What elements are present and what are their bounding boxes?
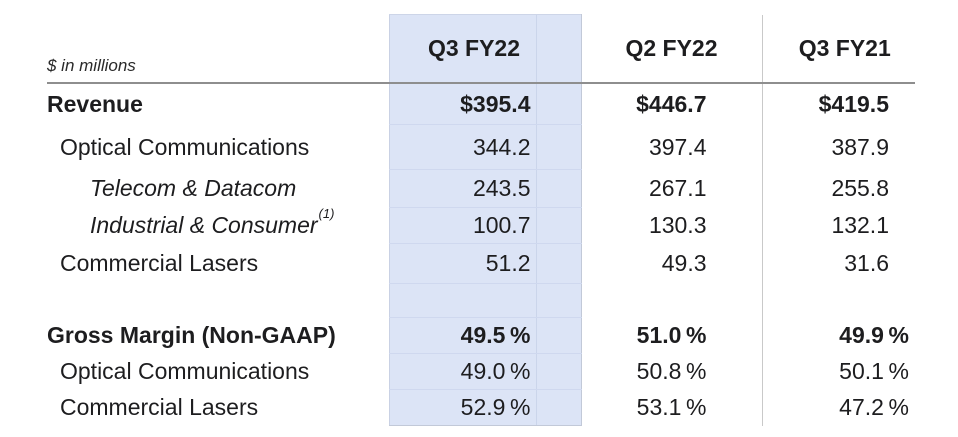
- cell-telecom-q3fy22: 243.5: [388, 169, 582, 208]
- footnote-marker: (1): [318, 205, 335, 221]
- results-table: $ in millions Q3 FY22 Q2 FY22 Q3 FY21 Re…: [47, 14, 915, 426]
- row-label: Telecom & Datacom: [90, 175, 297, 202]
- cell-industrial-q2fy22: 130.3: [648, 212, 707, 239]
- column-header-q3fy22: Q3 FY22: [388, 14, 582, 84]
- spacer-cell-q3fy21: [761, 283, 915, 318]
- cell-revenue-q3fy21: $419.5: [761, 83, 915, 125]
- row-label: Commercial Lasers: [60, 394, 259, 421]
- cell-gm-lasers-q3fy21: 47.2 %: [761, 389, 915, 426]
- cell-lasers-q3fy21: 31.6: [761, 243, 915, 284]
- cell-gm-optical-q3fy22: 49.0 %: [388, 353, 582, 390]
- column-header-q2fy22: Q2 FY22: [581, 14, 762, 84]
- cell-revenue-q3fy22: $395.4: [388, 83, 582, 125]
- row-revenue: Revenue $395.4 $446.7 $419.5: [47, 83, 915, 125]
- cell-gm-lasers-q2fy22: 53.1 %: [636, 394, 707, 421]
- row-optical-communications: Optical Communications 344.2 397.4 387.9: [47, 124, 915, 170]
- row-industrial-consumer: Industrial & Consumer(1) 100.7 130.3 132…: [47, 205, 915, 244]
- column-header-q3fy21: Q3 FY21: [761, 14, 915, 84]
- financial-results-page: $ in millions Q3 FY22 Q2 FY22 Q3 FY21 Re…: [0, 14, 958, 437]
- cell-optical-q3fy21: 387.9: [761, 124, 915, 170]
- cell-industrial-q3fy22: 100.7: [388, 207, 582, 244]
- row-label: Gross Margin (Non-GAAP): [47, 322, 336, 349]
- cell-telecom-q2fy22: 267.1: [648, 175, 707, 202]
- cell-gm-lasers-q3fy22: 52.9 %: [388, 389, 582, 426]
- cell-telecom-q3fy21: 255.8: [761, 169, 915, 208]
- units-note: $ in millions: [47, 56, 136, 76]
- cell-grossmargin-q2fy22: 51.0 %: [636, 322, 707, 349]
- cell-lasers-q2fy22: 49.3: [661, 250, 707, 277]
- row-gross-margin-lasers: Commercial Lasers 52.9 % 53.1 % 47.2 %: [47, 389, 915, 426]
- row-label: Commercial Lasers: [60, 250, 259, 277]
- row-label: Optical Communications: [60, 358, 310, 385]
- units-note-cell: $ in millions: [47, 14, 389, 84]
- cell-gm-optical-q3fy21: 50.1 %: [761, 353, 915, 390]
- cell-revenue-q2fy22: $446.7: [636, 91, 707, 118]
- spacer-cell-q2fy22: [581, 284, 762, 318]
- cell-gm-optical-q2fy22: 50.8 %: [636, 358, 707, 385]
- row-gross-margin: Gross Margin (Non-GAAP) 49.5 % 51.0 % 49…: [47, 317, 915, 354]
- row-gross-margin-optical: Optical Communications 49.0 % 50.8 % 50.…: [47, 353, 915, 390]
- header-row: $ in millions Q3 FY22 Q2 FY22 Q3 FY21: [47, 14, 915, 84]
- cell-optical-q2fy22: 397.4: [648, 133, 707, 160]
- row-telecom-datacom: Telecom & Datacom 243.5 267.1 255.8: [47, 169, 915, 208]
- spacer-cell: [47, 284, 389, 318]
- row-label: Optical Communications: [60, 133, 310, 160]
- cell-optical-q3fy22: 344.2: [388, 124, 582, 170]
- cell-grossmargin-q3fy21: 49.9 %: [761, 317, 915, 354]
- row-label: Revenue: [47, 91, 143, 118]
- spacer-cell-q3fy22: [388, 283, 582, 318]
- row-label-text: Industrial & Consumer: [90, 212, 318, 239]
- cell-industrial-q3fy21: 132.1: [761, 207, 915, 244]
- cell-lasers-q3fy22: 51.2: [388, 243, 582, 284]
- row-commercial-lasers: Commercial Lasers 51.2 49.3 31.6: [47, 243, 915, 284]
- row-label: Industrial & Consumer(1): [47, 205, 389, 244]
- cell-grossmargin-q3fy22: 49.5 %: [388, 317, 582, 354]
- spacer-row: [47, 283, 915, 318]
